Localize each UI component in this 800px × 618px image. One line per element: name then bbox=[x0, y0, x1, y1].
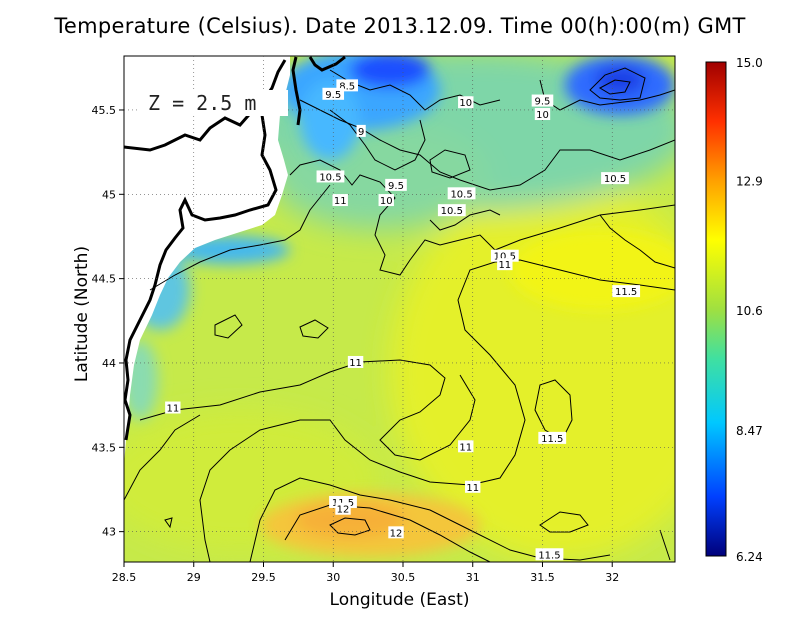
colorbar-tick-label: 12.9 bbox=[736, 174, 763, 188]
contour-label: 11.5 bbox=[541, 434, 563, 445]
gridlines bbox=[124, 56, 675, 562]
x-axis-label: Longitude (East) bbox=[329, 590, 470, 610]
contour-label-bg bbox=[601, 172, 629, 185]
contour-label-bg bbox=[465, 480, 481, 493]
contour-label-bg bbox=[458, 96, 474, 109]
contour-label: 11 bbox=[349, 358, 362, 369]
contour-label: 11 bbox=[334, 196, 347, 207]
tick-label-x: 29.5 bbox=[251, 571, 276, 584]
contour-label-bg bbox=[316, 170, 345, 183]
tick-label-x: 30 bbox=[326, 571, 340, 584]
contour-label-bg bbox=[347, 355, 364, 368]
contour-label-bg bbox=[385, 178, 407, 191]
contour-label-bg bbox=[538, 431, 567, 444]
contour-label-bg bbox=[322, 87, 345, 100]
colorbar-tick-label: 6.24 bbox=[736, 550, 763, 564]
colorbar-tick-label: 8.47 bbox=[736, 424, 763, 438]
contour-label: 11 bbox=[466, 483, 479, 494]
contour-label: 10.5 bbox=[604, 174, 626, 185]
tick-label-x: 29 bbox=[187, 571, 201, 584]
contour-label: 12 bbox=[337, 505, 350, 516]
contour-label: 11.5 bbox=[538, 550, 560, 561]
contour-label-bg bbox=[378, 194, 394, 207]
contour-label-bg bbox=[356, 124, 366, 137]
contour-label: 10.5 bbox=[450, 189, 472, 200]
contour-label: 12 bbox=[390, 528, 403, 539]
tick-label-y: 43 bbox=[102, 526, 116, 539]
tick-label-x: 32 bbox=[605, 571, 619, 584]
contour-label-bg bbox=[447, 187, 476, 200]
colorbar bbox=[705, 61, 727, 557]
tick-label-y: 45 bbox=[102, 188, 116, 201]
contour-label-bg bbox=[332, 194, 348, 207]
tick-label-y: 44.5 bbox=[92, 273, 117, 286]
contour-label-bg bbox=[437, 204, 466, 217]
axis-ticks: 28.5 29 29.5 30 30.5 31 31.5 32 43 43.5 44 44.5 45 45… bbox=[92, 104, 620, 584]
tick-label-y: 44 bbox=[102, 357, 116, 370]
temperature-field bbox=[124, 56, 675, 562]
colorbar-tick-label: 15.0 bbox=[736, 56, 763, 70]
map-title: Temperature (Celsius). Date 2013.12.09. … bbox=[54, 14, 746, 38]
depth-label-bg bbox=[138, 90, 288, 116]
contour-label: 10 bbox=[459, 98, 472, 109]
colorbar-tick-label: 10.6 bbox=[736, 304, 763, 318]
contour-label-bg bbox=[335, 502, 351, 515]
contour-label: 9.5 bbox=[535, 97, 551, 108]
contour-label: 10 bbox=[380, 196, 393, 207]
contour-label-bg bbox=[388, 526, 404, 539]
contour-label: 11 bbox=[166, 404, 179, 415]
contour-label: 10.5 bbox=[319, 172, 341, 183]
tick-label-x: 31 bbox=[466, 571, 480, 584]
contour-label-bg bbox=[497, 258, 513, 271]
contour-label: 10 bbox=[536, 110, 549, 121]
contour-label: 8.5 bbox=[339, 81, 355, 92]
tick-label-y: 45.5 bbox=[92, 104, 117, 117]
tick-label-x: 30.5 bbox=[391, 571, 416, 584]
contour-label-bg bbox=[535, 548, 564, 561]
depth-label: Z = 2.5 m bbox=[148, 91, 256, 115]
contour-label: 9.5 bbox=[325, 90, 341, 101]
coastline bbox=[123, 55, 346, 441]
contour-label: 9 bbox=[358, 127, 364, 138]
contour-label-bg bbox=[490, 249, 519, 262]
plot-frame bbox=[123, 55, 676, 563]
contour-label-bg bbox=[534, 108, 551, 121]
contour-label: 11 bbox=[498, 260, 511, 271]
colorbar-ticks: 15.0 12.9 10.6 8.47 6.24 bbox=[736, 56, 763, 564]
contour-label: 10.5 bbox=[441, 206, 463, 217]
contour-label: 9.5 bbox=[388, 181, 404, 192]
contour-label: 11.5 bbox=[615, 287, 637, 298]
contour-label-bg bbox=[458, 440, 474, 453]
contour-label-bg bbox=[165, 401, 181, 414]
contour-label-bg bbox=[612, 285, 641, 298]
tick-label-y: 43.5 bbox=[92, 441, 117, 454]
tick-label-x: 31.5 bbox=[530, 571, 555, 584]
contour-label-bg bbox=[531, 94, 554, 107]
contour-label: 11 bbox=[459, 442, 472, 453]
contour-label: 10.5 bbox=[494, 252, 516, 263]
tick-label-x: 28.5 bbox=[112, 571, 137, 584]
